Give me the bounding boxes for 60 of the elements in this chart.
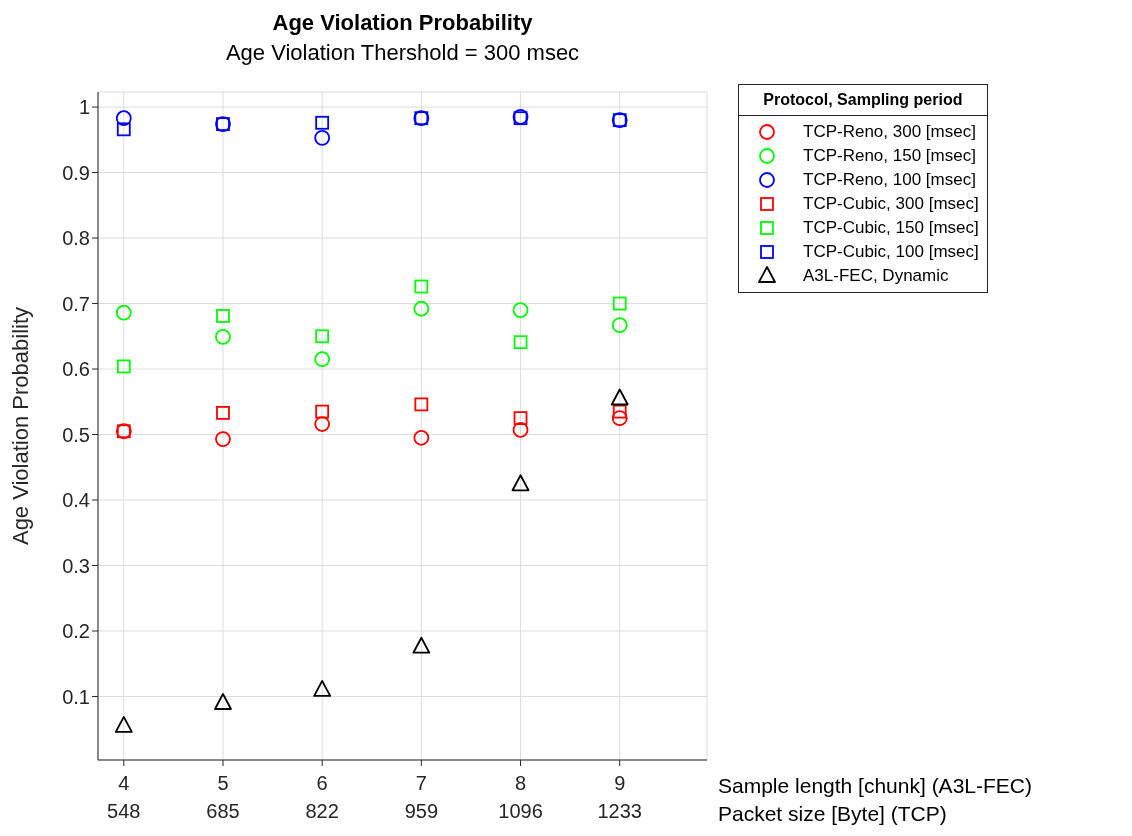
point [314,351,331,368]
x-tick-label: 8 1096 [498,772,543,822]
point [612,404,627,419]
x-tick-label: 6 822 [305,772,339,822]
point [115,304,132,321]
point [610,388,629,406]
y-tick-label: 0.2 [62,620,90,643]
y-axis-title: Age Violation Probability [7,306,33,546]
y-tick-label: 0.5 [62,423,90,446]
point [314,416,331,432]
y-tick-label: 0.9 [62,161,90,184]
point [414,397,429,412]
point [512,422,529,438]
point [116,122,131,137]
point [215,329,231,345]
point [315,404,330,419]
legend-label: TCP-Cubic, 300 [msec] [803,194,979,214]
x-tick-label: 7 959 [404,772,439,822]
point [512,302,529,318]
legend-label: TCP-Cubic, 150 [msec] [803,218,979,238]
y-tick-label: 0.1 [62,685,90,708]
chart-title: Age Violation Probability [271,10,534,36]
y-tick-label: 0.7 [62,292,90,315]
x-axis-title: Sample length [chunk] (A3L-FEC) Packet size [Byte] (TCP) [718,773,1032,827]
y-tick-label: 0.4 [62,489,90,512]
point [513,335,528,350]
legend-label: TCP-Reno, 150 [msec] [803,146,976,166]
x-tick-label: 9 1233 [597,772,642,822]
x-tick-label: 4 548 [107,772,141,822]
x-tick-label: 5 685 [206,772,240,822]
point [315,329,330,344]
point [513,411,528,426]
y-tick-label: 0.8 [62,227,90,250]
point [611,410,628,427]
point [115,110,132,127]
point [216,309,230,323]
y-tick-label: 0.3 [62,554,90,577]
point [413,429,430,446]
point [313,680,332,697]
point [612,296,627,311]
point [116,359,131,374]
point [611,317,628,334]
y-tick-label: 1 [78,96,90,119]
legend-label: A3L-FEC, Dynamic [803,266,949,286]
legend-label: TCP-Cubic, 100 [msec] [803,242,979,262]
point [511,474,530,492]
point [214,693,232,710]
legend-label: TCP-Reno, 100 [msec] [803,170,976,190]
point [114,716,133,733]
point [315,115,330,130]
y-tick-label: 0.6 [62,358,90,381]
point [414,279,429,294]
point [216,406,230,420]
point [215,431,231,447]
point [413,300,430,317]
point [314,129,331,146]
legend-title: Protocol, Sampling period [739,85,987,116]
legend-label: TCP-Reno, 300 [msec] [803,122,976,142]
chart-subtitle: Age Violation Thershold = 300 msec [224,40,581,66]
point [412,636,431,654]
